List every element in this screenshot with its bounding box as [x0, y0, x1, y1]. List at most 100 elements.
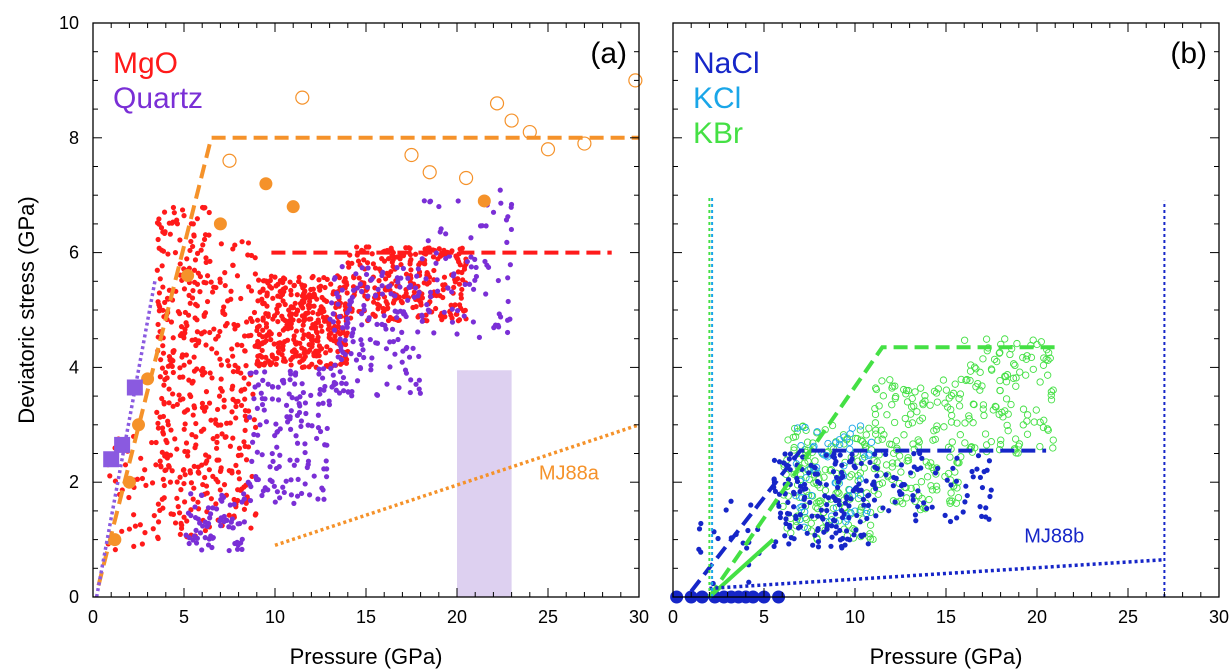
data-point — [326, 398, 332, 404]
data-point — [170, 511, 177, 517]
data-point — [793, 513, 799, 519]
data-point — [320, 400, 326, 406]
data-point — [193, 434, 199, 440]
data-point — [815, 538, 822, 545]
data-point — [807, 491, 816, 500]
data-point — [292, 372, 299, 378]
data-point — [188, 491, 194, 497]
data-point — [279, 287, 286, 293]
data-point — [311, 473, 317, 479]
data-point — [819, 514, 825, 520]
data-point — [955, 394, 963, 403]
data-point — [358, 288, 365, 295]
data-point — [745, 527, 751, 534]
data-point — [383, 326, 389, 332]
data-point — [932, 389, 941, 397]
data-point — [201, 205, 207, 211]
data-point — [330, 311, 336, 317]
data-point — [291, 462, 297, 468]
data-point — [277, 452, 283, 458]
data-point — [837, 527, 843, 534]
data-point — [1044, 371, 1052, 379]
data-point — [1044, 356, 1052, 364]
data-point — [846, 459, 853, 465]
data-point — [203, 483, 210, 489]
data-point — [160, 343, 166, 349]
data-point — [222, 282, 228, 289]
data-point — [177, 397, 183, 403]
data-point — [495, 277, 501, 284]
data-point — [791, 504, 797, 510]
data-point — [204, 273, 211, 279]
series-quartz — [183, 187, 515, 554]
data-point — [308, 392, 314, 398]
data-point — [786, 541, 792, 547]
data-point — [975, 453, 982, 459]
data-point — [294, 308, 301, 314]
data-point — [309, 275, 315, 281]
data-point — [272, 499, 278, 505]
data-point — [979, 513, 985, 520]
data-point — [1047, 391, 1055, 399]
line-solid-2 — [708, 538, 775, 599]
data-point — [503, 217, 510, 223]
data-point — [107, 473, 113, 479]
data-point — [262, 396, 268, 402]
data-point — [190, 288, 196, 294]
data-point — [932, 425, 941, 434]
data-point — [424, 318, 430, 324]
data-point — [161, 382, 167, 388]
data-point — [176, 510, 183, 516]
data-point — [265, 280, 271, 286]
data-point — [174, 221, 181, 227]
data-point — [628, 73, 643, 88]
data-point — [324, 442, 330, 448]
data-point — [182, 326, 188, 332]
data-point — [407, 245, 413, 252]
data-point — [280, 358, 287, 364]
data-point — [898, 483, 905, 489]
data-point — [155, 420, 161, 426]
data-point — [329, 300, 335, 306]
data-point — [910, 497, 916, 503]
data-point — [233, 403, 239, 410]
data-point — [946, 453, 954, 461]
data-point — [157, 414, 163, 420]
data-point — [287, 457, 293, 463]
data-point — [962, 376, 970, 385]
data-point — [166, 220, 172, 226]
data-point — [223, 434, 229, 440]
data-point — [441, 274, 448, 280]
data-point — [391, 254, 397, 260]
data-point — [418, 302, 424, 308]
data-point — [221, 397, 227, 403]
data-point — [912, 512, 919, 518]
data-point — [833, 530, 839, 536]
data-point — [931, 435, 939, 443]
data-point — [1043, 425, 1052, 433]
data-point — [218, 241, 224, 247]
data-point — [890, 449, 898, 458]
data-point — [200, 523, 206, 529]
data-point — [389, 248, 395, 254]
data-point — [243, 457, 250, 463]
data-point — [219, 498, 225, 504]
data-point — [793, 424, 802, 432]
data-point — [169, 357, 175, 363]
data-point — [335, 301, 341, 307]
data-point — [414, 273, 420, 279]
data-point — [172, 520, 179, 526]
data-point — [235, 521, 241, 527]
data-point — [456, 251, 462, 257]
data-point — [430, 254, 437, 260]
data-point — [361, 257, 367, 263]
data-point — [256, 323, 262, 329]
data-point — [300, 389, 306, 396]
data-point — [886, 376, 894, 384]
data-point — [175, 504, 181, 510]
data-point — [781, 460, 787, 466]
data-point — [797, 488, 803, 495]
data-point — [353, 357, 360, 363]
data-point — [343, 381, 349, 387]
data-point — [268, 337, 274, 343]
